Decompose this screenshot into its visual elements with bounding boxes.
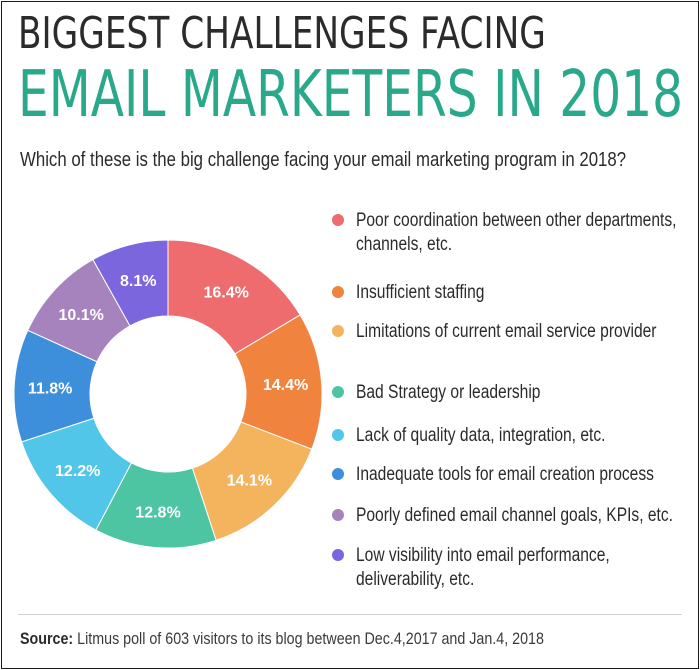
donut-slice <box>92 239 169 327</box>
legend-swatch <box>332 386 344 398</box>
legend-swatch <box>332 429 344 441</box>
slice-value-label: 8.1% <box>120 273 156 290</box>
donut-chart: 16.4% 14.4% 14.1% 12.8% 12.2% 11.8% 10.1% 8.1% <box>13 239 323 549</box>
title-line-2: EMAIL MARKETERS IN 2018 <box>18 58 684 132</box>
legend-swatch <box>332 325 344 337</box>
source-note: Source: Litmus poll of 603 visitors to i… <box>20 628 544 650</box>
source-label: Source: <box>20 629 74 648</box>
source-text: Litmus poll of 603 visitors to its blog … <box>77 629 544 648</box>
legend-swatch <box>332 509 344 521</box>
survey-question: Which of these is the big challenge faci… <box>20 149 627 171</box>
legend-swatch <box>332 214 344 226</box>
legend-label: Low visibility into email performance, d… <box>356 545 610 590</box>
donut-slice <box>167 239 301 355</box>
title-line-1: BIGGEST CHALLENGES FACING <box>18 8 546 59</box>
slice-value-label: 12.2% <box>55 463 100 480</box>
legend-label: Poorly defined email channel goals, KPIs… <box>356 505 673 526</box>
legend-swatch <box>332 549 344 561</box>
slice-value-label: 12.8% <box>135 505 180 522</box>
legend-swatch <box>332 286 344 298</box>
legend-label: Bad Strategy or leadership <box>356 382 541 403</box>
legend-label: Lack of quality data, integration, etc. <box>356 425 606 446</box>
slice-value-label: 14.4% <box>263 377 308 394</box>
legend-swatch <box>332 468 344 480</box>
legend-label: Poor coordination between other departme… <box>356 210 677 255</box>
legend-label: Limitations of current email service pro… <box>356 321 657 342</box>
footer-divider <box>18 614 682 615</box>
slice-value-label: 14.1% <box>227 472 272 489</box>
legend-label: Inadequate tools for email creation proc… <box>356 464 654 485</box>
slice-value-label: 16.4% <box>204 284 249 301</box>
slice-value-label: 10.1% <box>58 307 103 324</box>
legend-label: Insufficient staffing <box>356 282 485 303</box>
slice-value-label: 11.8% <box>28 381 72 398</box>
